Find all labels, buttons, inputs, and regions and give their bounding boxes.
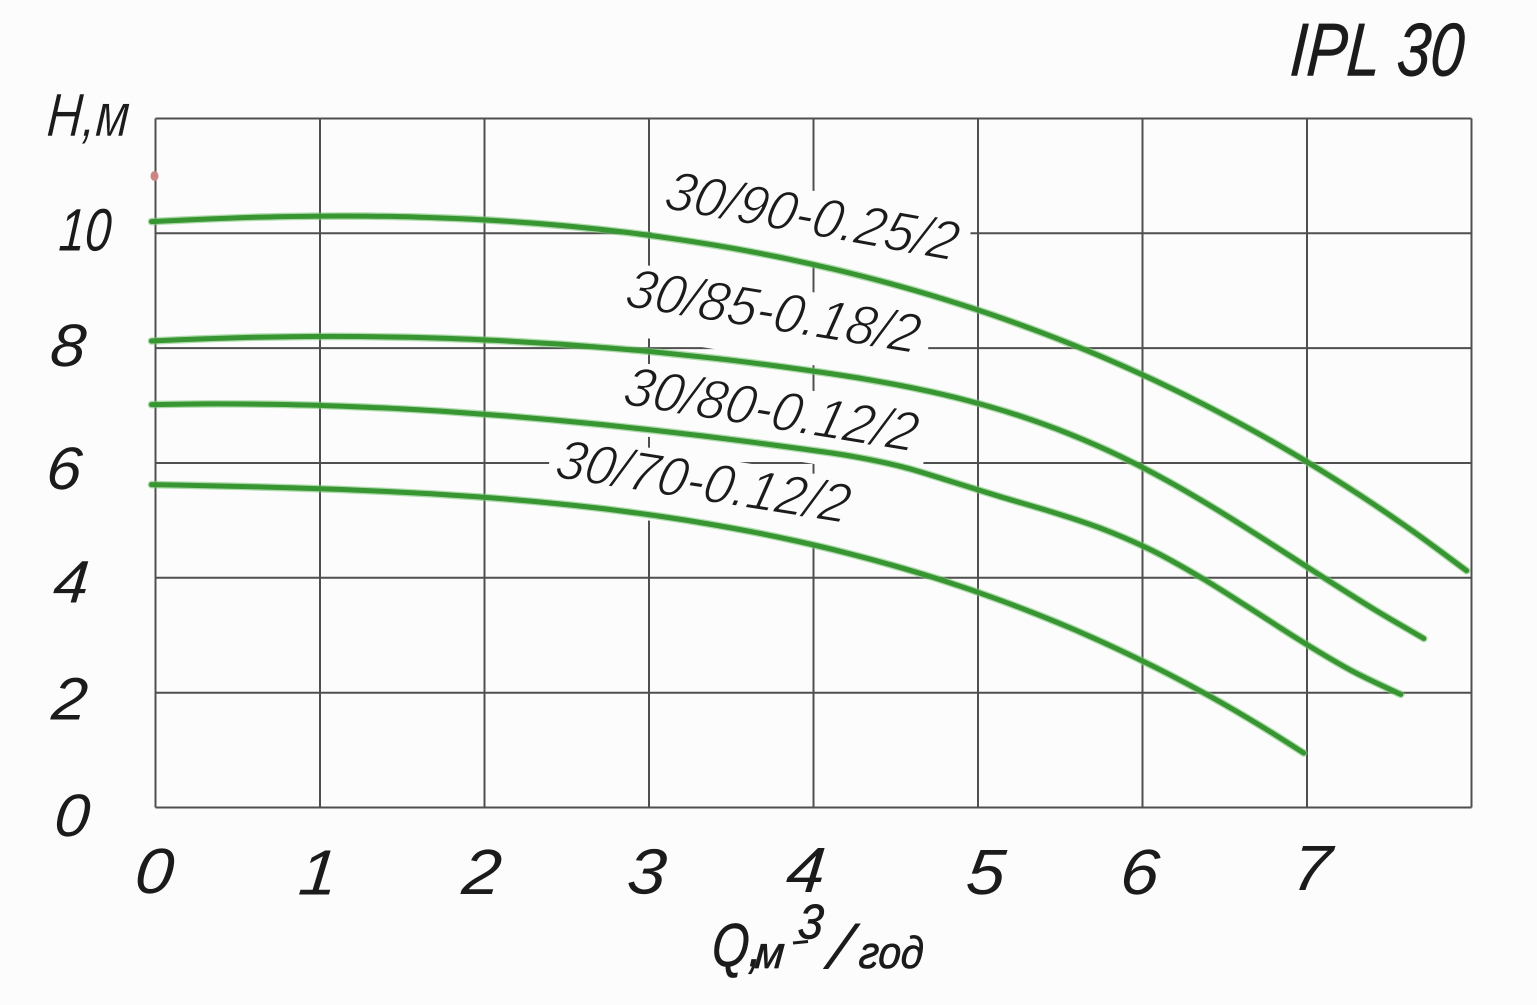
svg-text:Q,: Q, [710, 910, 765, 979]
svg-text:3: 3 [796, 894, 826, 949]
svg-text:м: м [753, 928, 786, 978]
svg-text:4: 4 [783, 835, 828, 906]
svg-text:0: 0 [132, 836, 177, 907]
svg-text:2: 2 [48, 666, 90, 733]
svg-text:1: 1 [296, 838, 341, 909]
svg-text:3: 3 [624, 837, 669, 908]
svg-text:5: 5 [963, 837, 1009, 908]
svg-text:4: 4 [51, 549, 92, 616]
svg-text:8: 8 [48, 312, 89, 379]
svg-text:0: 0 [52, 782, 93, 849]
svg-text:2: 2 [458, 837, 504, 908]
svg-text:Н,м: Н,м [45, 81, 132, 149]
svg-text:10: 10 [57, 197, 114, 264]
svg-text:6: 6 [44, 435, 86, 502]
svg-text:6: 6 [1117, 837, 1163, 908]
svg-text:IPL 30: IPL 30 [1288, 8, 1467, 92]
svg-text:год: год [857, 928, 925, 978]
